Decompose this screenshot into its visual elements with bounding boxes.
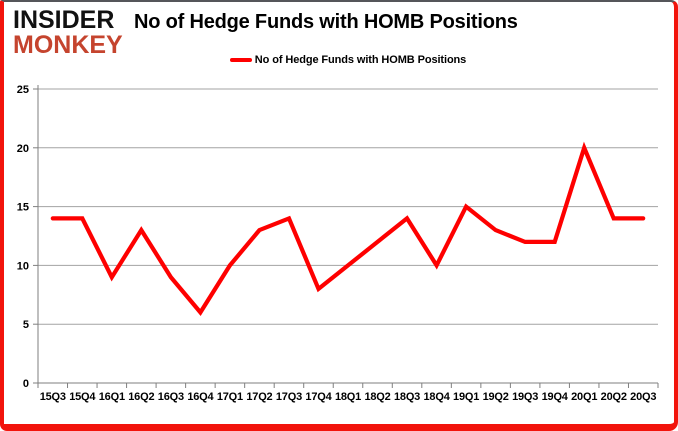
x-tick-label-15Q3: 15Q3 — [40, 391, 66, 403]
x-tick-label-17Q2: 17Q2 — [246, 391, 272, 403]
x-tick-label-16Q3: 16Q3 — [158, 391, 184, 403]
logo-line2: MONKEY — [13, 30, 123, 59]
x-tick-label-15Q4: 15Q4 — [69, 391, 96, 403]
insider-monkey-logo: INSIDER MONKEY — [13, 8, 123, 57]
y-tick-label-20: 20 — [17, 143, 29, 155]
y-tick-label-5: 5 — [23, 319, 29, 331]
x-tick-label-17Q1: 17Q1 — [217, 391, 243, 403]
x-tick-label-18Q4: 18Q4 — [424, 391, 451, 403]
chart-title: No of Hedge Funds with HOMB Positions — [134, 11, 518, 33]
x-tick-label-18Q1: 18Q1 — [335, 391, 361, 403]
x-tick-label-19Q4: 19Q4 — [542, 391, 569, 403]
logo-line1: INSIDER — [13, 6, 115, 34]
x-tick-label-20Q1: 20Q1 — [571, 391, 597, 403]
x-tick-label-20Q2: 20Q2 — [601, 391, 627, 403]
y-tick-label-0: 0 — [23, 378, 29, 390]
y-tick-label-10: 10 — [17, 260, 29, 272]
legend-line-swatch — [229, 58, 252, 62]
x-tick-label-18Q2: 18Q2 — [364, 391, 390, 403]
x-tick-label-20Q3: 20Q3 — [630, 391, 656, 403]
x-tick-label-19Q3: 19Q3 — [512, 391, 538, 403]
x-tick-label-19Q1: 19Q1 — [453, 391, 479, 403]
x-tick-label-16Q1: 16Q1 — [99, 391, 125, 403]
series-line-hedge-funds — [50, 141, 646, 316]
x-tick-label-16Q2: 16Q2 — [128, 391, 154, 403]
legend: No of Hedge Funds with HOMB Positions — [4, 54, 674, 66]
x-tick-label-19Q2: 19Q2 — [483, 391, 509, 403]
x-tick-label-16Q4: 16Q4 — [187, 391, 214, 403]
x-tick-label-17Q4: 17Q4 — [305, 391, 332, 403]
y-tick-label-25: 25 — [17, 84, 29, 96]
legend-label: No of Hedge Funds with HOMB Positions — [254, 54, 467, 66]
x-tick-label-18Q3: 18Q3 — [394, 391, 420, 403]
x-tick-label-17Q3: 17Q3 — [276, 391, 302, 403]
y-tick-label-15: 15 — [17, 202, 29, 214]
